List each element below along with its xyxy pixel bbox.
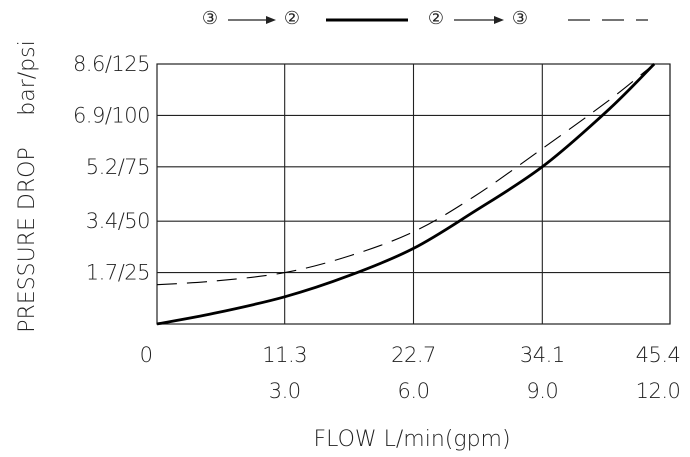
legend-dashed-from: ② (428, 8, 444, 29)
legend-entry-solid: ③ ② (202, 8, 408, 29)
x-tick-label-gpm: 9.0 (526, 379, 558, 403)
x-tick-label: 45.4 (636, 343, 681, 367)
series-group (156, 63, 656, 326)
legend-dashed-arrow-head (494, 16, 504, 24)
x-tick-label-gpm: 12.0 (636, 379, 681, 403)
y-tick-label: 6.9/100 (73, 103, 150, 127)
x-tick-label: 22.7 (391, 343, 436, 367)
series-line-3-to-2 (156, 63, 656, 326)
y-tick-label: 1.7/25 (86, 261, 150, 285)
x-tick-labels: 0 11.3 3.0 22.7 6.0 34.1 9.0 45.4 12.0 (140, 343, 681, 403)
grid (156, 63, 671, 325)
legend-solid-from: ③ (202, 8, 218, 29)
legend-solid-arrow-head (266, 16, 276, 24)
x-tick-label-gpm: 6.0 (398, 379, 430, 403)
y-tick-label: 8.6/125 (73, 52, 150, 76)
legend-dashed-to: ③ (512, 8, 528, 29)
x-tick-label: 11.3 (262, 343, 307, 367)
y-axis-title: PRESSURE DROP (15, 147, 40, 332)
y-tick-labels: 1.7/25 3.4/50 5.2/75 6.9/100 8.6/125 (73, 52, 151, 285)
x-axis-title: FLOW L/min(gpm) (313, 427, 510, 452)
y-tick-label: 5.2/75 (86, 155, 150, 179)
y-axis-unit: bar/psi (15, 40, 40, 115)
y-tick-label: 3.4/50 (86, 209, 150, 233)
legend-entry-dashed: ② ③ (428, 8, 648, 29)
legend: ③ ② ② ③ (202, 8, 648, 29)
x-tick-label-gpm: 3.0 (269, 379, 301, 403)
legend-solid-to: ② (284, 8, 300, 29)
x-tick-label: 0 (140, 343, 153, 367)
x-tick-label: 34.1 (520, 343, 565, 367)
